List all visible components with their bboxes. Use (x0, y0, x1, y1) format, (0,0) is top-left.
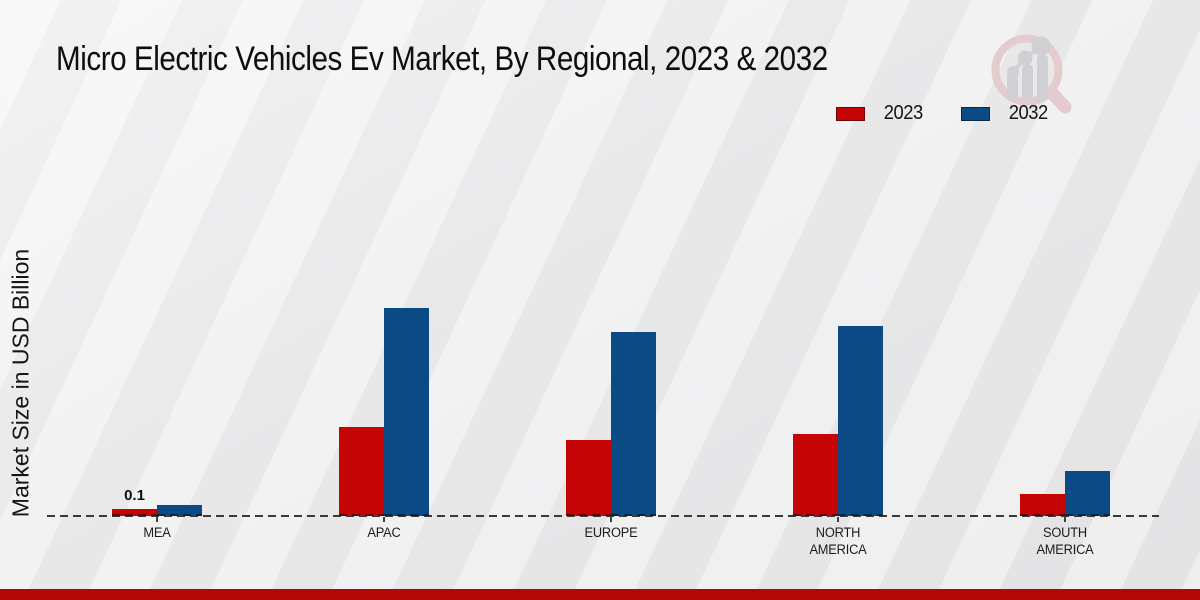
bar-2032-mea (157, 505, 202, 516)
logo-dot-icon (1007, 66, 1019, 78)
logo-bar-icon (1037, 54, 1048, 102)
bar-2032-apac (384, 308, 429, 516)
logo-bar-icon (1007, 72, 1018, 99)
bar-2023-mea (112, 509, 157, 516)
legend-swatch-2023 (836, 106, 865, 121)
axis-tick (156, 517, 158, 522)
legend-label-2023: 2023 (883, 102, 924, 124)
page-title: Micro Electric Vehicles Ev Market, By Re… (56, 40, 828, 78)
bar-2032-europe (611, 332, 656, 516)
legend-swatch-2032 (960, 106, 990, 121)
bar-2032-south-america (1065, 471, 1110, 516)
bar-2023-south-america (1020, 494, 1065, 516)
axis-tick (1064, 517, 1066, 522)
category-label: APAC (367, 525, 401, 540)
legend: 2023 2032 (836, 102, 1049, 125)
magnifier-chart-logo (991, 34, 1072, 114)
bar-2032-north-america (838, 326, 883, 516)
axis-tick (383, 517, 385, 522)
bottom-red-bar (0, 589, 1200, 600)
magnifier-ring-icon (991, 34, 1063, 106)
x-axis-baseline (47, 515, 1159, 517)
axis-tick (837, 517, 839, 522)
bar-2023-apac (339, 427, 384, 516)
bar-2023-north-america (793, 434, 838, 516)
legend-item-2023: 2023 (836, 102, 925, 125)
legend-label-2032: 2032 (1008, 102, 1048, 124)
magnifier-handle-icon (1044, 85, 1072, 114)
category-label: EUROPE (584, 525, 638, 540)
legend-item-2032: 2032 (960, 102, 1050, 125)
bar-2023-europe (566, 440, 611, 516)
category-label: MEA (143, 525, 171, 540)
logo-dot-icon (1017, 50, 1033, 66)
logo-dot-icon (1031, 36, 1051, 56)
category-label: SOUTH AMERICA (1036, 525, 1094, 557)
logo-bar-icon (1022, 64, 1033, 100)
axis-tick (610, 517, 612, 522)
value-annotation: 0.1 (124, 487, 145, 504)
category-label: NORTH AMERICA (809, 525, 867, 557)
